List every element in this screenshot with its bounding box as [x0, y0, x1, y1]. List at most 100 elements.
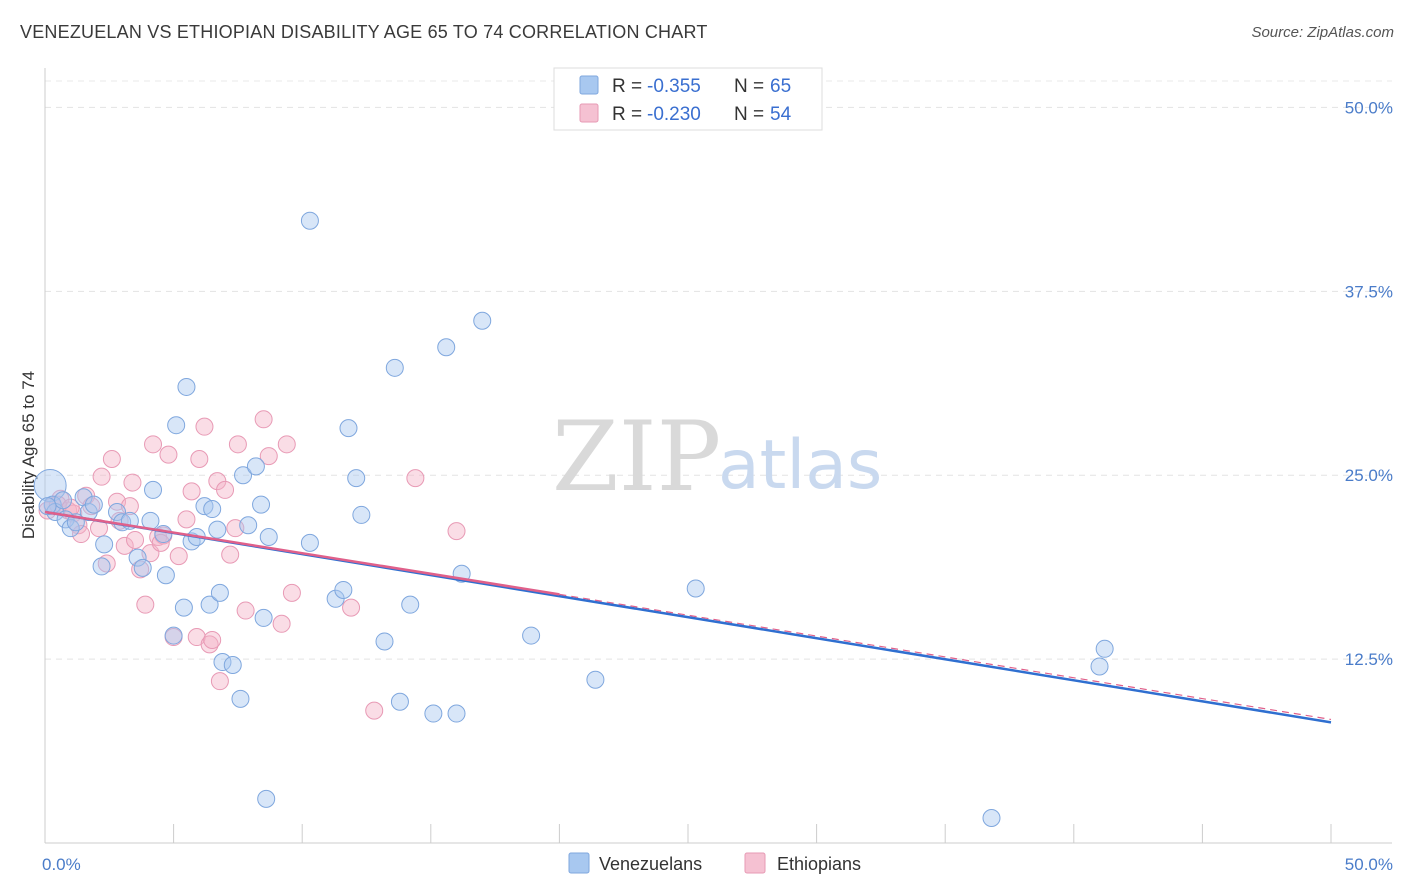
venezuelans-point: [156, 566, 175, 585]
watermark: ZIP atlas: [552, 401, 882, 513]
ethiopians-trend-line: [44, 510, 560, 596]
ethiopians-point: [72, 525, 91, 544]
top-legend-box: [553, 67, 823, 131]
venezuelans-point: [375, 632, 394, 651]
venezuelans-point: [210, 583, 229, 602]
venezuelans-point: [334, 580, 353, 599]
venezuelans-point: [213, 653, 232, 672]
venezuelans-point: [686, 579, 705, 598]
venezuelans-point: [1090, 657, 1109, 676]
venezuelans-point: [208, 520, 227, 539]
ethiopians-point: [115, 536, 134, 555]
legend-swatch-ethiopians: [579, 103, 599, 123]
venezuelans-point: [164, 626, 183, 645]
venezuelans-point: [38, 497, 57, 516]
source-credit: Source: ZipAtlas.com: [1251, 24, 1394, 41]
ethiopians-point: [406, 469, 425, 488]
ethiopians-point: [259, 447, 278, 466]
ethiopians-point: [177, 510, 196, 529]
x-tick-labels: 0.0% 50.0%: [42, 855, 1393, 874]
ethiopians-point: [136, 595, 155, 614]
grid-lines: [45, 80, 1392, 660]
venezuelans-point: [61, 519, 80, 538]
ethiopians-point: [190, 450, 209, 469]
venezuelans-point: [254, 608, 273, 627]
x-tick-label: 0.0%: [42, 855, 81, 874]
ethiopians-point: [254, 410, 273, 429]
legend-n-value-ethiopians: 54: [770, 104, 792, 125]
venezuelans-point: [92, 557, 111, 576]
chart-title: VENEZUELAN VS ETHIOPIAN DISABILITY AGE 6…: [20, 22, 708, 42]
venezuelans-point: [154, 525, 173, 544]
venezuelans-point: [231, 689, 250, 708]
ethiopians-point: [123, 473, 142, 492]
ethiopians-point: [126, 530, 145, 549]
venezuelans-point: [128, 548, 147, 567]
venezuelans-point: [239, 516, 258, 535]
x-tick-label: 50.0%: [1345, 855, 1393, 874]
legend-swatch-venezuelans: [579, 75, 599, 95]
venezuelans-point: [390, 692, 409, 711]
y-tick-label: 12.5%: [1345, 650, 1393, 669]
venezuelans-point: [300, 211, 319, 230]
bottom-legend-label-venezuelans: Venezuelans: [599, 854, 702, 874]
venezuelans-point: [586, 670, 605, 689]
ethiopians-trend-line-dashed: [559, 593, 1332, 721]
venezuelans-point: [203, 500, 222, 519]
venezuelans-point: [1095, 639, 1114, 658]
top-legend: R = -0.355 N = 65 R = -0.230 N = 54: [553, 67, 823, 131]
legend-r-label-ethiopians: R =: [612, 104, 642, 125]
ethiopians-point: [216, 480, 235, 499]
ethiopians-point: [92, 467, 111, 486]
bottom-legend: Venezuelans Ethiopians: [568, 852, 861, 874]
y-tick-label: 25.0%: [1345, 466, 1393, 485]
ethiopians-point: [236, 601, 255, 620]
y-tick-labels: 12.5% 25.0% 37.5% 50.0%: [1345, 98, 1393, 669]
bottom-legend-label-ethiopians: Ethiopians: [777, 854, 861, 874]
venezuelans-point: [252, 495, 271, 514]
venezuelans-point: [522, 626, 541, 645]
ethiopians-point: [38, 501, 57, 520]
venezuelans-point: [347, 469, 366, 488]
venezuelans-point: [352, 505, 371, 524]
ethiopians-point: [447, 522, 466, 541]
legend-n-value-venezuelans: 65: [770, 76, 791, 97]
ethiopians-point: [97, 554, 116, 573]
ethiopians-point: [272, 614, 291, 633]
ethiopians-point: [169, 547, 188, 566]
y-tick-label: 37.5%: [1345, 282, 1393, 301]
ethiopians-point: [102, 450, 121, 469]
venezuelans-point: [339, 419, 358, 438]
ethiopians-points: [38, 410, 466, 720]
venezuelans-point: [246, 457, 265, 476]
legend-n-label-ethiopians: N =: [734, 104, 764, 125]
y-tick-label: 50.0%: [1345, 98, 1393, 117]
venezuelans-point: [177, 377, 196, 396]
legend-r-label-venezuelans: R =: [612, 76, 642, 97]
ethiopians-point: [365, 701, 384, 720]
venezuelans-point: [385, 358, 404, 377]
venezuelans-point: [424, 704, 443, 723]
bottom-legend-swatch-venezuelans: [568, 852, 590, 874]
watermark-atlas: atlas: [718, 426, 882, 505]
venezuelans-point: [982, 808, 1001, 827]
ethiopians-point: [203, 630, 222, 649]
venezuelans-point: [54, 491, 73, 510]
venezuelans-point: [95, 535, 114, 554]
venezuelans-point: [234, 466, 253, 485]
ethiopians-point: [342, 598, 361, 617]
venezuelans-point: [257, 789, 276, 808]
venezuelans-point: [133, 558, 152, 577]
venezuelans-point: [223, 655, 242, 674]
venezuelans-points: [33, 211, 1114, 827]
ethiopians-point: [277, 435, 296, 454]
venezuelans-point: [200, 595, 219, 614]
venezuelans-point: [174, 598, 193, 617]
venezuelans-point: [84, 495, 103, 514]
venezuelans-point: [437, 338, 456, 357]
trend-lines: [44, 510, 1332, 724]
venezuelans-point: [473, 311, 492, 330]
ethiopians-point: [159, 445, 178, 464]
venezuelans-point: [447, 704, 466, 723]
